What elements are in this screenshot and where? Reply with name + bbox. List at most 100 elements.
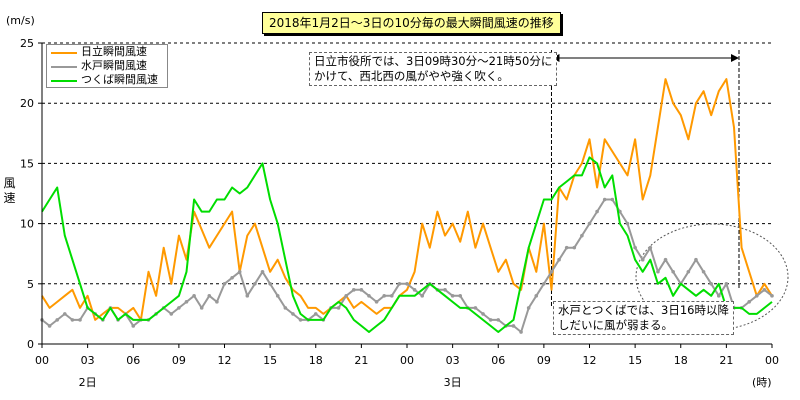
series-point-mito — [192, 294, 196, 298]
series-point-mito — [207, 294, 212, 298]
unit-label: (m/s) — [6, 14, 35, 27]
series-point-mito — [762, 288, 767, 292]
x-tick-label: 03 — [446, 354, 460, 367]
y-tick-label: 20 — [20, 97, 34, 110]
series-point-mito — [344, 294, 348, 298]
annotation-mito-tsukuba: 水戸とつくばでは、3日16時以降 しだいに風が弱まる。 — [553, 301, 734, 335]
series-point-mito — [420, 294, 425, 298]
series-point-mito — [450, 294, 455, 298]
series-point-mito — [443, 288, 447, 292]
x-tick-label: 12 — [218, 354, 232, 367]
series-point-mito — [724, 282, 729, 286]
legend-item-tsukuba: つくば瞬間風速 — [47, 73, 167, 87]
axes — [41, 43, 772, 345]
series-point-mito — [222, 282, 227, 286]
series-point-mito — [557, 257, 561, 262]
legend-label-mito: 水戸瞬間風速 — [81, 59, 147, 72]
y-tick-label: 15 — [20, 157, 34, 170]
series-point-mito — [374, 300, 379, 304]
series-point-mito — [572, 245, 577, 250]
series-lines — [40, 78, 774, 334]
y-tick-labels: 0 5 10 15 20 25 — [20, 37, 42, 351]
legend: 日立瞬間風速 水戸瞬間風速 つくば瞬間風速 — [46, 44, 168, 88]
series-point-mito — [359, 288, 364, 292]
series-point-mito — [595, 209, 599, 214]
series-point-mito — [283, 306, 288, 310]
x-tick-label: 18 — [309, 354, 323, 367]
x-tick-label: 18 — [674, 354, 688, 367]
x-tick-label: 06 — [126, 354, 140, 367]
series-point-mito — [640, 257, 645, 262]
event-arrow-right — [730, 54, 739, 62]
y-tick-label: 25 — [20, 37, 34, 50]
annotation-hitachi: 日立市役所では、3日09時30分〜21時50分に かけて、西北西の風がやや強く吹… — [309, 52, 558, 86]
x-tick-label: 00 — [35, 354, 49, 367]
series-point-mito — [131, 324, 136, 328]
series-point-mito — [754, 294, 759, 298]
series-point-mito — [496, 318, 501, 322]
day-label: 2日 — [79, 376, 97, 389]
x-tick-label: 21 — [354, 354, 368, 367]
annotation-hitachi-line-2: かけて、西北西の風がやや強く吹く。 — [314, 69, 509, 83]
series-point-mito — [63, 312, 67, 316]
series-point-mito — [709, 282, 713, 286]
x-tick-label: 06 — [491, 354, 505, 367]
legend-item-mito: 水戸瞬間風速 — [47, 59, 167, 73]
x-tick-labels: 00 03 06 09 12 15 18 21 00 03 06 09 12 15 18 21 00 — [35, 344, 779, 367]
series-point-mito — [526, 306, 531, 310]
series-point-mito — [481, 312, 485, 316]
legend-item-hitachi: 日立瞬間風速 — [47, 45, 167, 59]
event-window-marker — [550, 50, 740, 308]
series-point-mito — [694, 257, 698, 262]
series-point-mito — [336, 306, 341, 310]
series-line-hitachi — [41, 78, 773, 321]
series-point-mito — [564, 245, 569, 250]
series-point-mito — [686, 269, 691, 274]
series-point-mito — [260, 269, 265, 274]
series-point-mito — [716, 294, 721, 298]
x-tick-label: 15 — [628, 354, 642, 367]
series-point-mito — [313, 312, 318, 316]
series-point-mito — [701, 269, 706, 274]
day-labels: 2日 3日 — [79, 376, 462, 389]
series-point-mito — [382, 294, 386, 298]
annotation-hitachi-line-1: 日立市役所では、3日09時30分〜21時50分に — [314, 54, 553, 68]
series-point-mito — [70, 318, 75, 322]
x-tick-label: 03 — [81, 354, 95, 367]
series-point-mito — [199, 306, 204, 310]
series-point-mito — [656, 269, 660, 274]
series-point-mito — [671, 269, 675, 274]
series-point-mito — [549, 269, 554, 274]
series-point-mito — [351, 288, 356, 292]
legend-swatch-hitachi — [51, 52, 77, 54]
series-point-mito — [389, 294, 394, 298]
annotation-mito-tsukuba-line-2: しだいに風が弱まる。 — [558, 318, 673, 332]
series-line-tsukuba — [41, 156, 773, 333]
series-point-mito — [78, 318, 82, 322]
series-point-mito — [367, 294, 371, 298]
y-tick-label: 0 — [27, 338, 34, 351]
series-point-mito — [184, 300, 189, 304]
series-point-mito — [602, 197, 607, 202]
series-point-mito — [55, 318, 60, 322]
y-tick-label: 10 — [20, 218, 34, 231]
series-point-mito — [770, 294, 774, 298]
series-point-mito — [397, 282, 402, 286]
series-point-mito — [177, 306, 181, 310]
legend-label-tsukuba: つくば瞬間風速 — [81, 73, 158, 86]
x-tick-label: 12 — [583, 354, 597, 367]
series-point-mito — [268, 282, 272, 286]
series-point-mito — [291, 312, 295, 316]
series-point-mito — [47, 324, 52, 328]
legend-label-hitachi: 日立瞬間風速 — [81, 45, 147, 58]
series-point-mito — [610, 197, 615, 202]
grid-lines — [42, 42, 772, 285]
series-point-mito — [648, 245, 653, 250]
series-point-mito — [580, 233, 584, 238]
series-point-mito — [473, 306, 478, 310]
y-axis-label: 風速 — [3, 176, 16, 205]
series-point-mito — [275, 294, 280, 298]
series-point-mito — [519, 330, 523, 334]
series-point-mito — [534, 294, 539, 298]
